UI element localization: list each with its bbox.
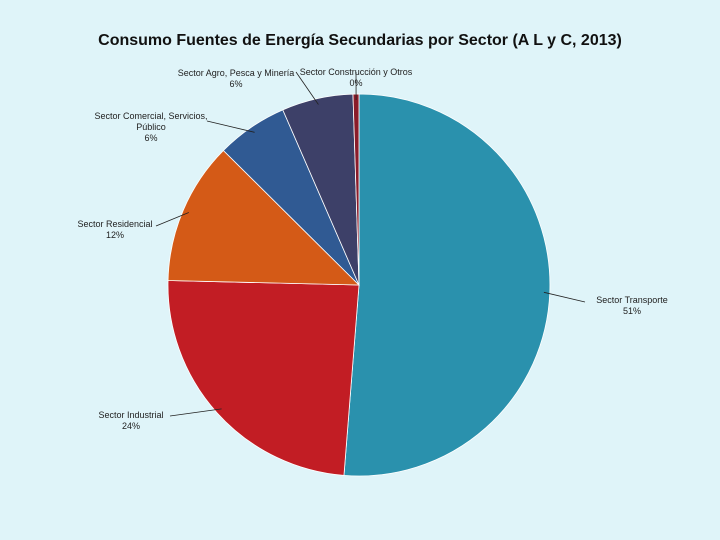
slice-label-2: Sector Residencial 12% — [77, 219, 152, 240]
slice-label-3: Sector Comercial, Servicios, Público 6% — [94, 111, 207, 143]
pie-slice-2 — [167, 149, 360, 286]
leader-line-3 — [206, 120, 255, 133]
leader-line-1 — [169, 408, 222, 417]
slice-label-1: Sector Industrial 24% — [98, 410, 163, 431]
leader-line-4 — [295, 71, 319, 105]
leader-line-0 — [543, 291, 586, 303]
slice-label-5: Sector Construcción y Otros 0% — [300, 67, 413, 88]
chart-title: Consumo Fuentes de Energía Secundarias p… — [98, 32, 622, 49]
leader-line-2 — [155, 212, 189, 227]
pie-slice-1 — [167, 280, 360, 476]
slice-label-0: Sector Transporte 51% — [596, 295, 668, 316]
slice-label-4: Sector Agro, Pesca y Minería 6% — [178, 68, 295, 89]
pie-slice-0 — [343, 93, 551, 477]
